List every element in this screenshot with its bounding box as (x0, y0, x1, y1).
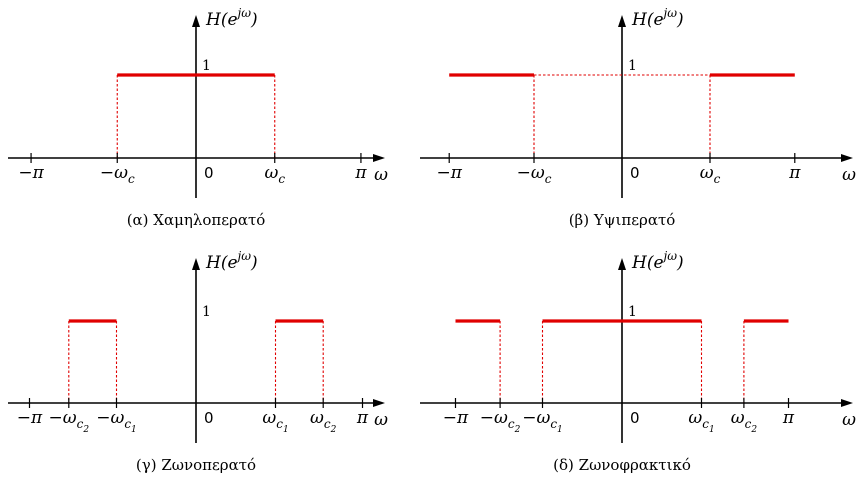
origin-label: 0 (630, 164, 640, 182)
x-tick-label: π (356, 408, 369, 428)
y-axis-arrow (618, 15, 626, 27)
y-axis-label: H(ejω) (205, 249, 258, 273)
panel-caption: (α) Χαμηλοπερατό (127, 211, 266, 229)
x-axis-arrow (373, 399, 385, 407)
y-axis-arrow (192, 258, 200, 270)
y-axis-label: H(ejω) (631, 249, 684, 273)
x-tick-label: −ωc2 (480, 408, 521, 435)
panel-3: −π −ωc2−ωc1 ωc1 ωc2 π H(ejω) ω 1 0 (γ) Ζωνοπερατό (8, 249, 388, 474)
panel-2: −π −ωc ωc π H(ejω) ω 1 0 (β) Υψιπερατό (420, 6, 856, 229)
x-axis-arrow (841, 399, 853, 407)
x-tick-label: −π (17, 408, 43, 428)
x-axis-label: ω (374, 165, 388, 185)
x-tick-label: −ωc (517, 163, 552, 186)
panel-caption: (γ) Ζωνοπερατό (136, 456, 256, 474)
x-tick-label: −π (18, 163, 44, 183)
level-label: 1 (202, 304, 211, 320)
x-tick-label: ωc (700, 163, 721, 186)
panel-caption: (δ) Ζωνοφρακτικό (553, 456, 691, 474)
x-tick-label: π (782, 408, 795, 428)
y-axis-label: H(ejω) (631, 6, 684, 30)
panel-caption: (β) Υψιπερατό (569, 211, 676, 229)
level-label: 1 (628, 58, 637, 74)
x-tick-label: ωc1 (688, 408, 714, 435)
x-tick-label: −π (443, 408, 469, 428)
x-axis-label: ω (374, 410, 388, 430)
panel-4: −π −ωc2−ωc1 ωc1 ωc2 π H(ejω) ω 1 0 (δ) Ζωνοφρακτι… (420, 249, 856, 474)
origin-label: 0 (630, 409, 640, 427)
x-tick-label: π (788, 163, 801, 183)
x-tick-label: ωc (264, 163, 285, 186)
level-label: 1 (202, 58, 211, 74)
x-tick-label: −ωc2 (49, 408, 90, 435)
x-axis-arrow (841, 154, 853, 162)
x-tick-label: −ωc (100, 163, 135, 186)
x-tick-label: −ωc1 (522, 408, 563, 435)
level-label: 1 (628, 304, 637, 320)
x-axis-label: ω (842, 410, 856, 430)
x-tick-label: ωc2 (310, 408, 337, 435)
y-axis-label: H(ejω) (205, 6, 258, 30)
panel-1: −π −ωc ωc π H(ejω) ω 1 0 (α) Χαμηλοπερατό (8, 6, 388, 229)
x-axis-label: ω (842, 165, 856, 185)
origin-label: 0 (204, 164, 214, 182)
x-tick-label: ωc1 (262, 408, 288, 435)
x-tick-label: π (354, 163, 367, 183)
y-axis-arrow (192, 15, 200, 27)
y-axis-arrow (618, 258, 626, 270)
x-axis-arrow (373, 154, 385, 162)
x-tick-label: −ωc1 (96, 408, 137, 435)
x-tick-label: −π (437, 163, 463, 183)
origin-label: 0 (204, 409, 214, 427)
x-tick-label: ωc2 (731, 408, 758, 435)
